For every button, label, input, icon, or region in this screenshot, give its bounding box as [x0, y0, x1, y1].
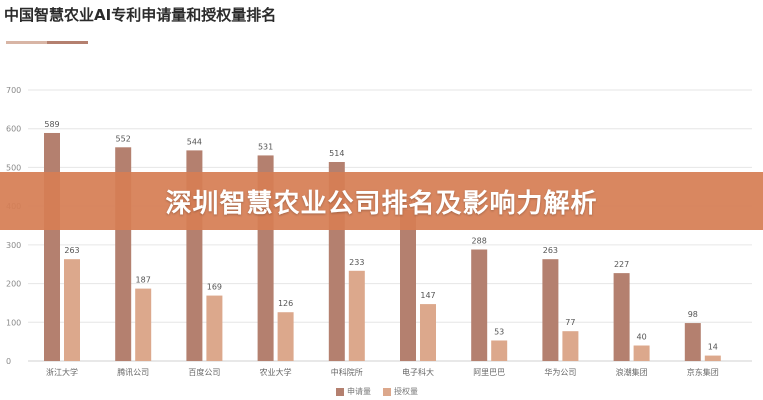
bar	[277, 312, 294, 361]
data-label: 531	[258, 142, 273, 151]
y-tick-label: 200	[6, 280, 21, 289]
overlay-banner: 深圳智慧农业公司排名及影响力解析	[0, 172, 763, 230]
data-label: 147	[420, 291, 435, 300]
y-tick-label: 300	[6, 241, 21, 250]
y-tick-label: 100	[6, 318, 21, 327]
bar	[704, 355, 721, 361]
title-underline	[6, 41, 88, 44]
data-label: 263	[543, 246, 558, 255]
legend-item-applications: 申请量	[336, 386, 371, 397]
bar	[400, 210, 416, 361]
y-tick-label: 0	[6, 357, 11, 366]
legend-swatch-grants	[383, 387, 391, 396]
y-tick-label: 600	[6, 125, 21, 134]
data-label: 227	[614, 260, 629, 269]
x-tick-label: 电子科大	[402, 367, 434, 377]
data-label: 169	[207, 283, 222, 292]
bar	[562, 331, 579, 361]
banner-text: 深圳智慧农业公司排名及影响力解析	[165, 188, 598, 219]
legend-swatch-applications	[336, 387, 344, 396]
legend-label-grants: 授权量	[394, 387, 418, 396]
x-tick-label: 百度公司	[188, 367, 220, 377]
bar	[44, 132, 60, 361]
x-tick-label: 浙江大学	[46, 367, 78, 377]
data-label: 233	[349, 258, 364, 267]
x-tick-label: 华为公司	[544, 367, 576, 377]
bar	[420, 304, 436, 361]
data-label: 77	[565, 318, 575, 327]
data-label: 552	[116, 134, 131, 143]
x-tick-label: 京东集团	[687, 367, 719, 377]
x-tick-label: 阿里巴巴	[473, 368, 505, 377]
bar	[64, 259, 80, 361]
legend: 申请量 授权量	[336, 386, 418, 397]
data-label: 53	[494, 327, 504, 336]
bar	[206, 295, 223, 361]
bar	[491, 340, 508, 361]
data-label: 98	[688, 310, 698, 319]
data-label: 263	[64, 246, 79, 255]
grid-lines	[28, 89, 752, 362]
data-label: 589	[44, 120, 59, 129]
x-tick-label: 中科院所	[331, 367, 363, 377]
x-axis-ticks: 浙江大学 腾讯公司 百度公司 农业大学 中科院所 电子科大 阿里巴巴 华为公司 浪潮集团 京东集团	[46, 367, 719, 377]
y-tick-label: 700	[6, 86, 21, 95]
bar	[471, 249, 488, 361]
bar	[135, 288, 152, 361]
legend-item-grants: 授权量	[383, 386, 418, 397]
data-label: 14	[708, 343, 718, 352]
data-labels: 5892635521875441695311265142333901472885…	[44, 120, 718, 352]
bar	[613, 273, 630, 361]
x-tick-label: 农业大学	[260, 367, 292, 377]
x-tick-label: 浪潮集团	[616, 367, 648, 377]
bar	[684, 323, 701, 361]
data-label: 288	[472, 237, 487, 246]
data-label: 544	[187, 137, 202, 146]
data-label: 126	[278, 299, 293, 308]
data-label: 40	[637, 333, 647, 342]
bar	[542, 259, 559, 361]
bar	[348, 270, 365, 361]
data-label: 514	[329, 149, 344, 158]
data-label: 187	[136, 276, 151, 285]
page-title: 中国智慧农业AI专利申请量和授权量排名	[4, 6, 277, 24]
bar	[633, 345, 650, 361]
x-tick-label: 腾讯公司	[117, 367, 149, 377]
legend-label-applications: 申请量	[347, 387, 371, 396]
y-tick-label: 500	[6, 163, 21, 172]
